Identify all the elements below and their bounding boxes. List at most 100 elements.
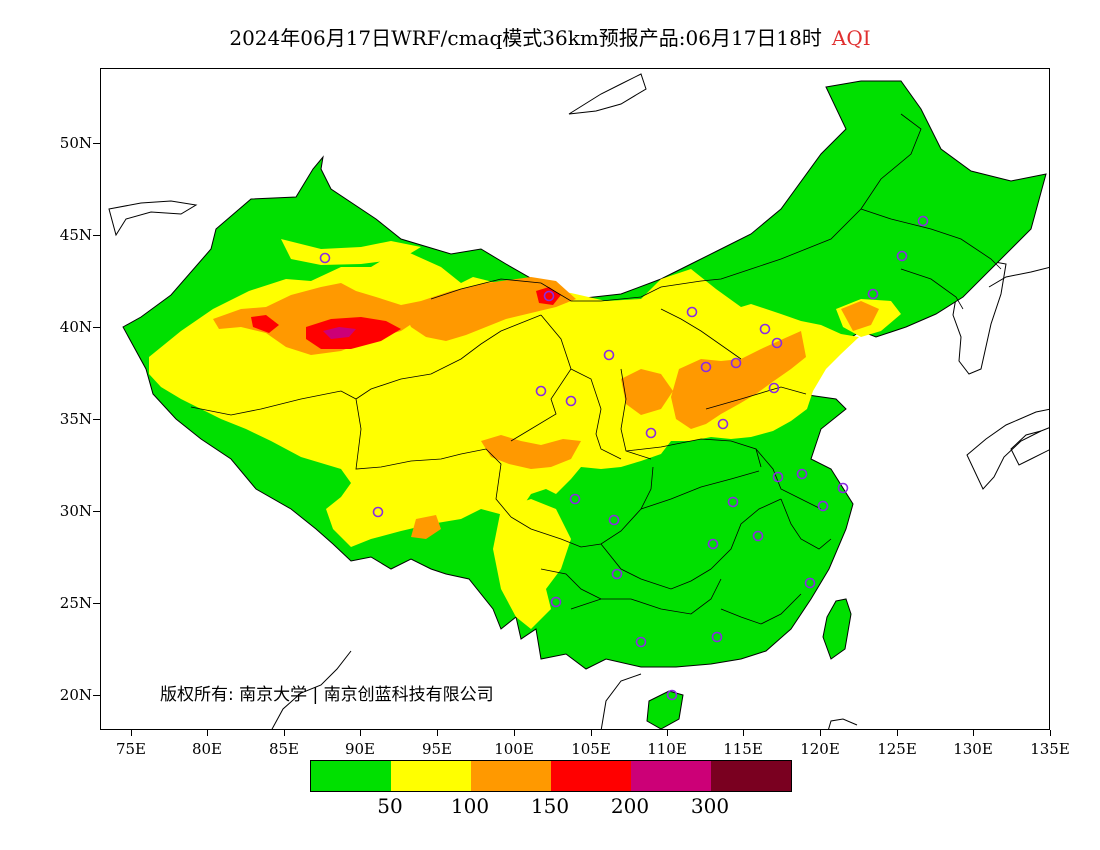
boundary-hubei xyxy=(640,470,760,510)
station-marker xyxy=(686,306,698,318)
boundary-jiangsu-anhui xyxy=(755,448,822,510)
lon-tick xyxy=(437,730,438,736)
boundary-qinghai xyxy=(355,314,542,400)
lon-label-105e: 105E xyxy=(571,740,611,758)
lon-label-85e: 85E xyxy=(268,740,300,758)
boundary-inner-mongolia xyxy=(430,113,922,302)
lat-label-35n: 35N xyxy=(59,410,92,428)
legend-swatch-sensitive xyxy=(471,761,551,791)
lat-tick xyxy=(93,143,100,144)
aqi-sensitive-zone-hebei xyxy=(671,331,806,429)
aqi-map-panel xyxy=(100,68,1050,730)
station-marker xyxy=(700,361,712,373)
lon-tick xyxy=(820,730,821,736)
station-marker xyxy=(635,636,647,648)
station-marker xyxy=(319,252,331,264)
boundary-heilongjiang xyxy=(860,208,1002,270)
boundary-zhejiang-fujian xyxy=(780,498,832,550)
station-marker xyxy=(917,215,929,227)
boundary-tibet-east xyxy=(355,398,512,518)
lon-label-120e: 120E xyxy=(800,740,840,758)
hainan xyxy=(646,690,684,729)
boundary-shaanxi xyxy=(570,368,622,460)
boundary-jiangxi xyxy=(710,498,782,570)
station-marker xyxy=(611,568,623,580)
lon-label-80e: 80E xyxy=(191,740,223,758)
legend-label-100: 100 xyxy=(450,794,490,818)
lon-label-125e: 125E xyxy=(877,740,917,758)
myanmar-outline xyxy=(271,650,352,729)
station-marker xyxy=(759,323,771,335)
boundary-shandong xyxy=(705,386,807,410)
station-marker xyxy=(817,500,829,512)
station-marker xyxy=(796,468,808,480)
lat-tick xyxy=(93,235,100,236)
taiwan xyxy=(822,598,852,660)
aqi-map xyxy=(108,73,1049,729)
boundary-shanxi xyxy=(620,368,652,460)
lon-tick xyxy=(131,730,132,736)
lon-label-110e: 110E xyxy=(647,740,687,758)
station-marker xyxy=(645,427,657,439)
lon-label-115e: 115E xyxy=(723,740,763,758)
lat-tick xyxy=(93,327,100,328)
station-marker xyxy=(867,288,879,300)
lon-tick xyxy=(743,730,744,736)
station-marker xyxy=(752,530,764,542)
russia-coast-fragment xyxy=(568,73,647,115)
legend-label-200: 200 xyxy=(610,794,650,818)
lat-label-30n: 30N xyxy=(59,502,92,520)
map-title-text: 2024年06月17日WRF/cmaq模式36km预报产品:06月17日18时 xyxy=(229,26,822,50)
station-marker xyxy=(711,631,723,643)
boundary-yunnan-guizhou xyxy=(540,568,602,600)
korea-outline xyxy=(952,260,1007,375)
lon-label-135e: 135E xyxy=(1030,740,1070,758)
lat-tick xyxy=(93,511,100,512)
lon-label-75e: 75E xyxy=(115,740,147,758)
station-marker xyxy=(565,395,577,407)
station-marker xyxy=(608,514,620,526)
aqi-unhealthy-zone-west xyxy=(251,315,279,333)
lon-tick xyxy=(514,730,515,736)
lon-label-130e: 130E xyxy=(953,740,993,758)
station-marker xyxy=(727,496,739,508)
russia-far-east-coast xyxy=(988,266,1049,288)
station-marker xyxy=(768,382,780,394)
japan-kyushu-outline xyxy=(1010,430,1049,466)
aqi-sensitive-zone-shaanxi xyxy=(481,435,581,469)
lon-tick xyxy=(207,730,208,736)
lon-tick xyxy=(897,730,898,736)
lon-tick xyxy=(360,730,361,736)
boundary-gansu xyxy=(510,314,572,442)
lat-tick xyxy=(93,695,100,696)
lon-label-95e: 95E xyxy=(421,740,453,758)
lon-tick xyxy=(1050,730,1051,736)
legend-swatch-moderate xyxy=(391,761,471,791)
station-marker xyxy=(535,385,547,397)
lat-label-20n: 20N xyxy=(59,686,92,704)
station-marker xyxy=(707,538,719,550)
legend-label-50: 50 xyxy=(377,794,403,818)
lon-tick xyxy=(667,730,668,736)
station-marker xyxy=(772,471,784,483)
legend-swatch-good xyxy=(311,761,391,791)
lon-tick xyxy=(284,730,285,736)
lat-label-45n: 45N xyxy=(59,226,92,244)
neighbor-coastlines xyxy=(108,73,1049,729)
station-marker xyxy=(666,689,678,701)
station-marker xyxy=(603,349,615,361)
station-marker xyxy=(569,493,581,505)
copyright-notice: 版权所有: 南京大学 | 南京创蓝科技有限公司 xyxy=(160,685,494,705)
map-title: 2024年06月17日WRF/cmaq模式36km预报产品:06月17日18时 A… xyxy=(0,22,1100,51)
aqi-unhealthy-zone-taklamakan xyxy=(306,317,401,349)
map-title-product: AQI xyxy=(831,26,871,50)
lat-label-40n: 40N xyxy=(59,318,92,336)
lat-tick xyxy=(93,603,100,604)
lat-tick xyxy=(93,419,100,420)
boundary-henan xyxy=(625,438,762,468)
station-marker xyxy=(543,290,555,302)
province-boundaries xyxy=(190,113,1002,625)
station-marker xyxy=(717,418,729,430)
boundary-hebei xyxy=(660,308,742,360)
aqi-sensitive-zone-shandong xyxy=(621,369,673,415)
